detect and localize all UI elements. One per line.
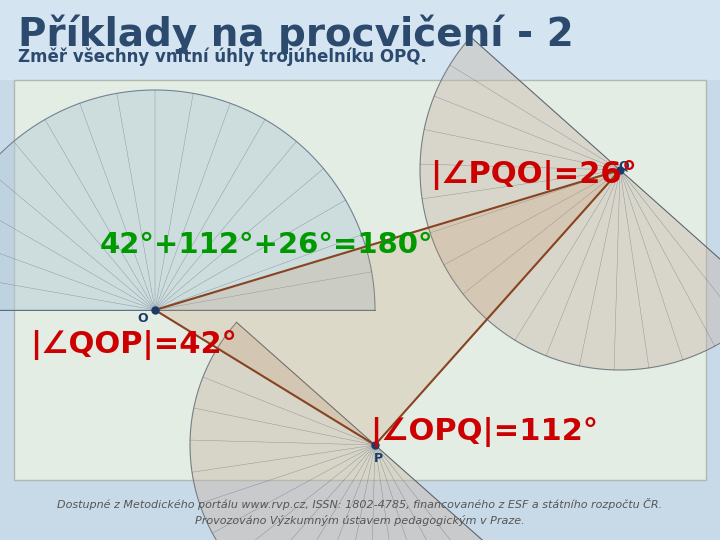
Text: O: O: [138, 312, 148, 325]
Text: |∠PQO|=26°: |∠PQO|=26°: [430, 160, 636, 190]
Text: |∠QOP|=42°: |∠QOP|=42°: [30, 330, 237, 360]
Text: |∠OPQ|=112°: |∠OPQ|=112°: [370, 417, 598, 447]
Polygon shape: [190, 322, 513, 540]
Text: P: P: [374, 453, 382, 465]
Bar: [14, 80, 706, 480]
Text: Změř všechny vnitní úhly trojúhelníku OPQ.: Změř všechny vnitní úhly trojúhelníku OP…: [18, 47, 427, 65]
Polygon shape: [0, 90, 375, 310]
Text: Příklady na procvičení - 2: Příklady na procvičení - 2: [18, 15, 574, 55]
Text: 42°+112°+26°=180°: 42°+112°+26°=180°: [100, 231, 433, 259]
Polygon shape: [155, 170, 620, 445]
Text: Dostupné z Metodického portálu www.rvp.cz, ISSN: 1802-4785, financovaného z ESF : Dostupné z Metodického portálu www.rvp.c…: [58, 498, 662, 526]
Polygon shape: [420, 37, 720, 370]
Bar: [0, 0, 720, 80]
Text: Q: Q: [618, 159, 629, 172]
